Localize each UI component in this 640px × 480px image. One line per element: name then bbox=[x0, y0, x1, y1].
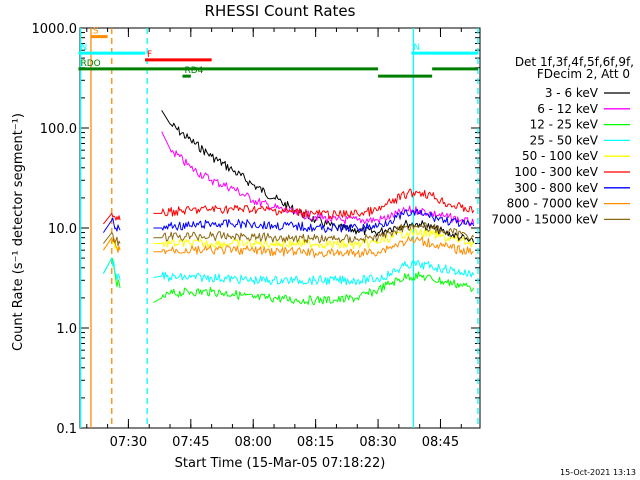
chart-title: RHESSI Count Rates bbox=[205, 2, 356, 20]
flag-label: RD4 bbox=[184, 66, 203, 76]
series-line-2 bbox=[102, 257, 475, 305]
flag-label: S bbox=[93, 27, 99, 37]
series-line-6 bbox=[102, 208, 475, 233]
legend-entry-label: 3 - 6 keV bbox=[545, 86, 599, 100]
plot-frame bbox=[79, 27, 481, 429]
x-axis-label: Start Time (15-Mar-05 07:18:22) bbox=[175, 456, 386, 471]
timestamp: 15-Oct-2021 13:13 bbox=[560, 468, 636, 477]
y-tick-label: 1000.0 bbox=[32, 22, 78, 37]
y-tick-label: 100.0 bbox=[40, 122, 77, 137]
legend-entry-label: 6 - 12 keV bbox=[537, 102, 599, 116]
flag-label: N bbox=[413, 43, 420, 53]
y-tick-label: 10.0 bbox=[48, 222, 77, 237]
legend-entry-label: 800 - 7000 keV bbox=[507, 197, 599, 211]
plot-area: 0.1 1.0 10.0 100.0 1000.0 07:30 07:45 08:00 08:1… bbox=[32, 22, 481, 450]
y-tick-label: 0.1 bbox=[56, 422, 77, 437]
series-line-1 bbox=[161, 131, 475, 227]
series-line-3 bbox=[102, 257, 475, 286]
legend-entry-label: 50 - 100 keV bbox=[522, 149, 599, 163]
legend-entry-label: 300 - 800 keV bbox=[514, 181, 598, 195]
legend-entry-label: 7000 - 15000 keV bbox=[491, 212, 598, 226]
x-tick-label: 08:30 bbox=[359, 435, 396, 450]
x-tick-label: 07:45 bbox=[172, 435, 209, 450]
legend-title-line-2: FDecim 2, Att 0 bbox=[537, 67, 630, 81]
x-tick-label: 08:00 bbox=[234, 435, 271, 450]
series-line-7 bbox=[102, 236, 474, 258]
series-line-5 bbox=[103, 188, 475, 225]
legend: Det 1f,3f,4f,5f,6f,9f, FDecim 2, Att 0 3… bbox=[491, 55, 634, 226]
legend-entry-label: 100 - 300 keV bbox=[514, 165, 598, 179]
flag-label: RDO bbox=[80, 59, 100, 69]
series-line-8 bbox=[103, 222, 475, 247]
y-tick-label: 1.0 bbox=[56, 322, 77, 337]
flag-label: N bbox=[80, 43, 87, 53]
x-tick-label: 08:15 bbox=[297, 435, 334, 450]
x-tick-label: 07:30 bbox=[110, 435, 147, 450]
legend-title-line-1: Det 1f,3f,4f,5f,6f,9f, bbox=[515, 55, 634, 69]
y-axis-label: Count Rate (s⁻¹ detector segment⁻¹) bbox=[11, 113, 26, 351]
x-tick-label: 08:45 bbox=[422, 435, 459, 450]
flag-label: F bbox=[147, 50, 152, 60]
legend-entry-label: 12 - 25 keV bbox=[530, 118, 599, 132]
series-line-0 bbox=[161, 110, 475, 244]
legend-entry-label: 25 - 50 keV bbox=[530, 133, 599, 147]
